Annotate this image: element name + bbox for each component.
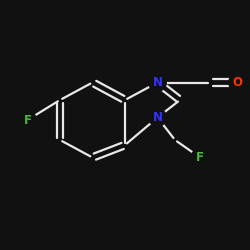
Text: N: N bbox=[152, 76, 162, 89]
Text: F: F bbox=[24, 114, 32, 126]
Text: O: O bbox=[232, 76, 242, 89]
Text: N: N bbox=[152, 111, 162, 124]
Circle shape bbox=[149, 74, 166, 91]
Circle shape bbox=[19, 111, 36, 129]
Circle shape bbox=[229, 74, 246, 91]
Text: F: F bbox=[196, 151, 204, 164]
Circle shape bbox=[149, 109, 166, 126]
Circle shape bbox=[191, 149, 209, 166]
